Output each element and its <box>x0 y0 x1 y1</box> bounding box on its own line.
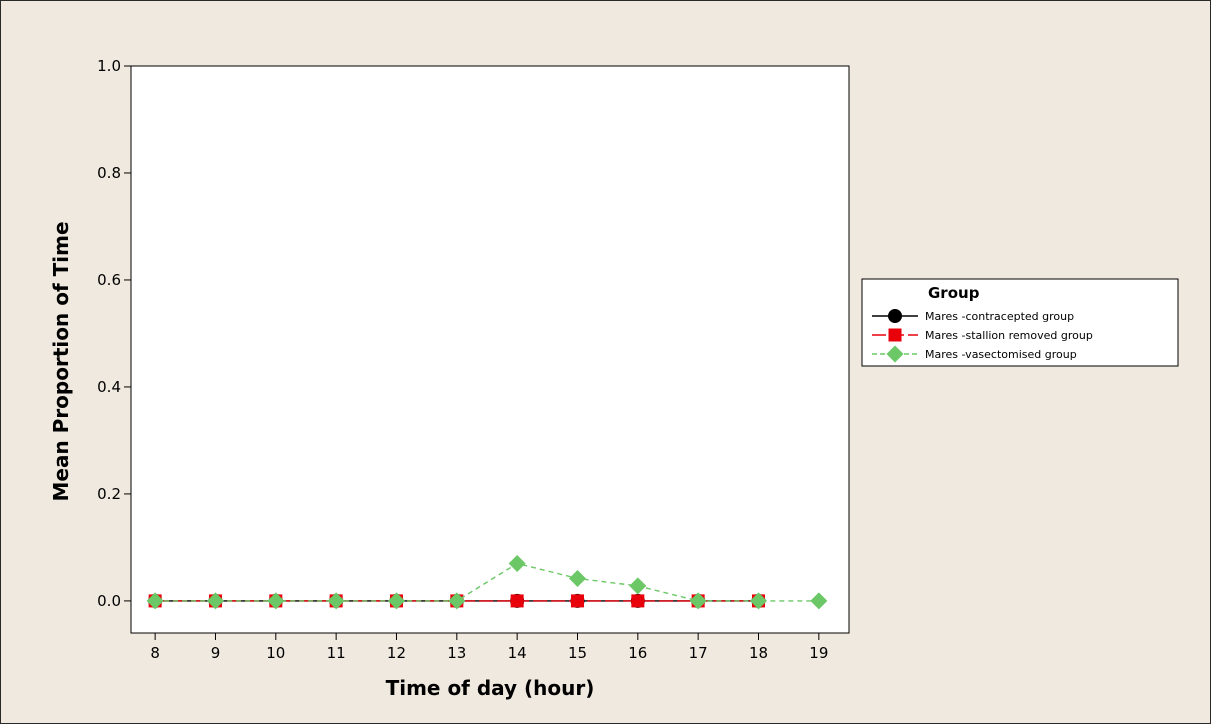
data-point <box>508 554 526 572</box>
data-point <box>146 592 164 610</box>
legend-title: Group <box>928 284 980 302</box>
plot-area <box>130 65 850 634</box>
x-tick-label: 17 <box>689 644 708 662</box>
legend-marker <box>886 345 904 363</box>
x-axis: 8 9 10 11 12 13 14 15 16 17 18 19 <box>150 633 828 662</box>
series-line <box>155 562 819 602</box>
data-point <box>267 592 285 610</box>
legend-label: Mares -vasectomised group <box>925 348 1077 361</box>
data-point <box>689 592 707 610</box>
data-point <box>631 594 645 608</box>
x-tick-label: 15 <box>568 644 587 662</box>
data-point <box>629 577 647 595</box>
data-point <box>568 569 586 587</box>
x-tick-label: 12 <box>387 644 406 662</box>
x-tick-label: 8 <box>150 644 160 662</box>
x-tick-label: 11 <box>327 644 346 662</box>
x-tick-label: 9 <box>211 644 221 662</box>
x-tick-label: 10 <box>266 644 285 662</box>
x-tick-label: 14 <box>508 644 527 662</box>
x-tick-label: 16 <box>628 644 647 662</box>
legend-box <box>861 278 1179 367</box>
y-tick-label: 0.2 <box>97 485 121 503</box>
series-layer <box>146 554 828 610</box>
series-3 <box>146 554 828 610</box>
legend-item: Mares -vasectomised group <box>872 345 1077 363</box>
legend-item: Mares -stallion removed group <box>872 328 1093 342</box>
legend: Group Mares -contracepted group Mares -st… <box>861 278 1179 367</box>
data-point <box>387 592 405 610</box>
legend-label: Mares -stallion removed group <box>925 329 1093 342</box>
x-tick-label: 19 <box>809 644 828 662</box>
data-point <box>749 592 767 610</box>
data-point <box>206 592 224 610</box>
legend-marker <box>888 328 902 342</box>
y-tick-label: 0.8 <box>97 164 121 182</box>
y-tick-label: 0.0 <box>97 592 121 610</box>
x-axis-title: Time of day (hour) <box>386 676 595 700</box>
data-point <box>810 592 828 610</box>
legend-label: Mares -contracepted group <box>925 310 1074 323</box>
legend-marker <box>888 309 902 323</box>
y-tick-label: 1.0 <box>97 57 121 75</box>
y-tick-label: 0.6 <box>97 271 121 289</box>
data-point <box>327 592 345 610</box>
x-tick-label: 13 <box>447 644 466 662</box>
y-tick-label: 0.4 <box>97 378 121 396</box>
y-axis: 0.0 0.2 0.4 0.6 0.8 1.0 <box>97 57 131 610</box>
data-point <box>570 594 584 608</box>
data-point <box>510 594 524 608</box>
data-point <box>448 592 466 610</box>
legend-item: Mares -contracepted group <box>872 309 1074 323</box>
y-axis-title: Mean Proportion of Time <box>49 221 73 501</box>
x-tick-label: 18 <box>749 644 768 662</box>
